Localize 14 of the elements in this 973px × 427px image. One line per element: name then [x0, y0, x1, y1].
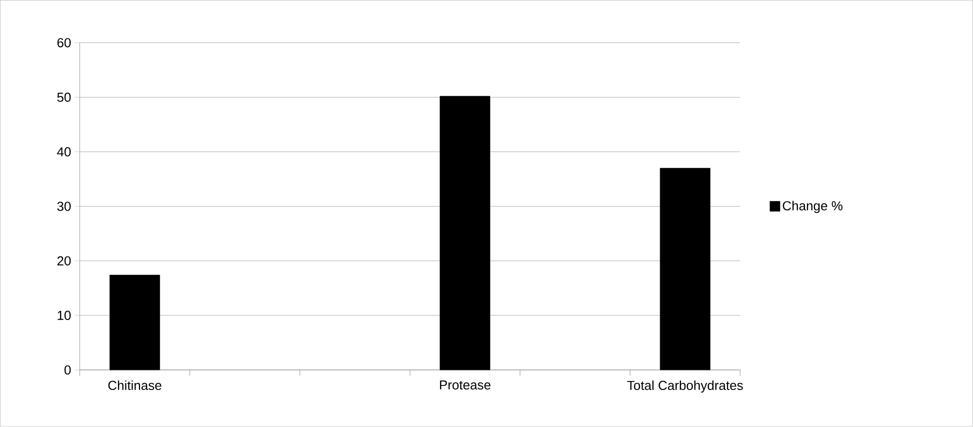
x-tick-label: Total Carbohydrates: [627, 380, 743, 393]
y-tick-label: 60: [57, 38, 71, 48]
bar: [660, 168, 710, 370]
bar: [110, 275, 160, 370]
x-tick-label: Protease: [440, 380, 490, 390]
y-tick-label: 40: [57, 147, 71, 157]
y-tick-label: 0: [64, 365, 71, 375]
legend-label: Change %: [782, 201, 842, 214]
y-tick-label: 20: [57, 256, 71, 266]
y-tick-label: 50: [57, 92, 71, 102]
bar: [440, 96, 490, 370]
x-tick-label: Chitinase: [108, 380, 162, 390]
y-tick-label: 30: [57, 202, 71, 212]
y-tick-label: 10: [58, 310, 71, 320]
